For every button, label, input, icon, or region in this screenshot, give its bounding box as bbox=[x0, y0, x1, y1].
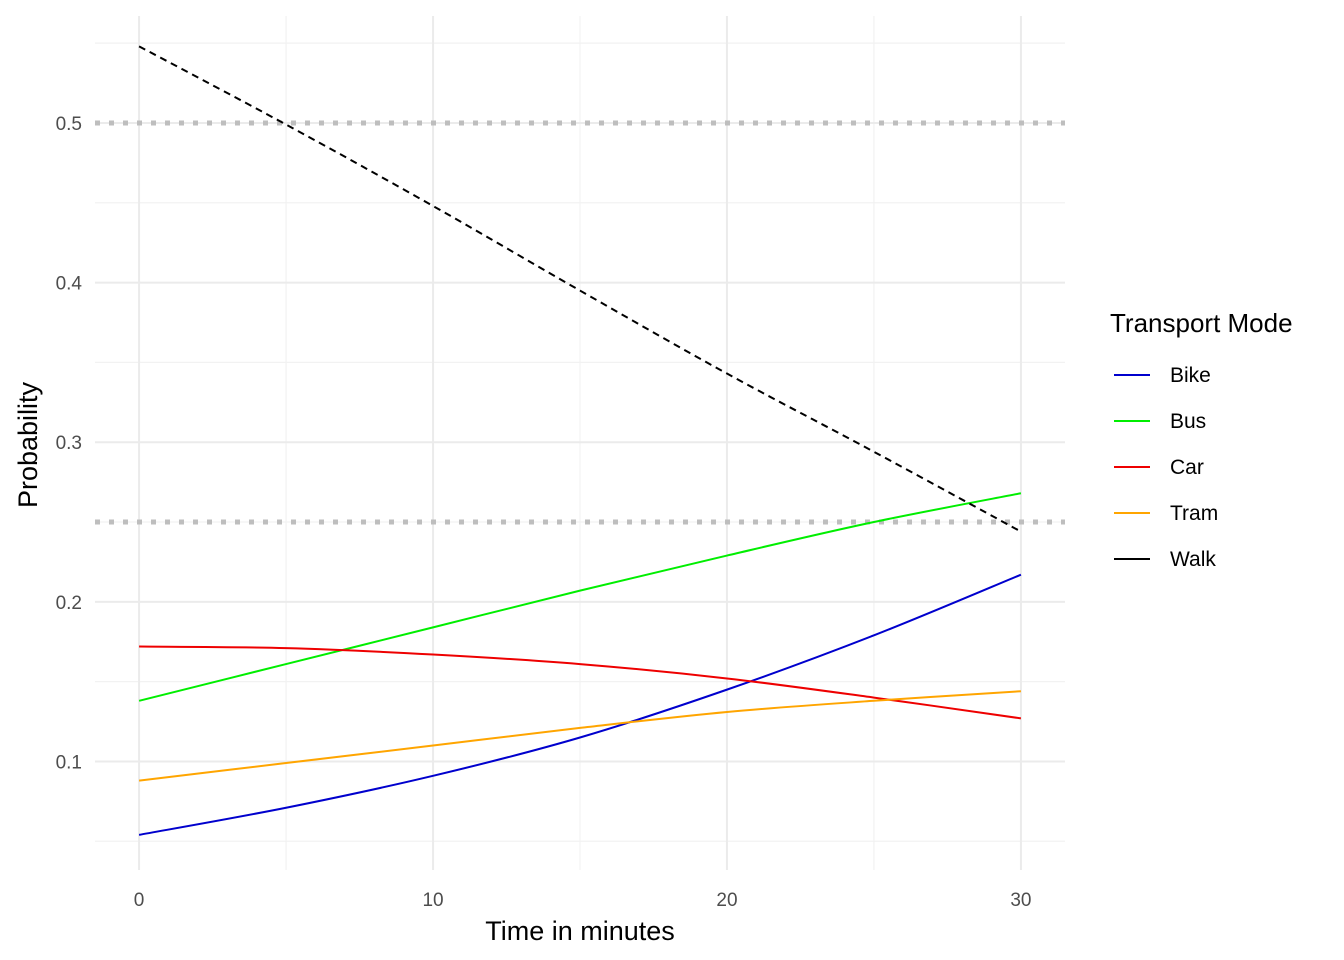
series-line-bike bbox=[138, 573, 1022, 836]
grid bbox=[95, 16, 1065, 870]
y-axis-ticks: 0.1 0.2 0.3 0.4 0.5 bbox=[56, 114, 83, 774]
y-tick-label: 0.2 bbox=[56, 593, 82, 614]
y-tick-label: 0.3 bbox=[56, 433, 82, 454]
y-tick-label: 0.5 bbox=[56, 114, 82, 135]
x-tick-label: 0 bbox=[134, 890, 145, 911]
legend-item-car: Car bbox=[1114, 456, 1204, 479]
x-tick-label: 30 bbox=[1010, 890, 1031, 911]
series-line-bus bbox=[138, 492, 1022, 702]
x-axis-ticks: 0 10 20 30 bbox=[134, 890, 1032, 911]
legend-item-bus: Bus bbox=[1114, 410, 1206, 433]
legend: Transport Mode Bike Bus Car Tram Walk bbox=[1110, 308, 1293, 571]
x-tick-label: 10 bbox=[422, 890, 443, 911]
legend-label: Walk bbox=[1170, 548, 1216, 571]
legend-item-bike: Bike bbox=[1114, 364, 1211, 387]
y-tick-label: 0.1 bbox=[56, 752, 82, 773]
legend-items: Bike Bus Car Tram Walk bbox=[1114, 364, 1218, 571]
x-tick-label: 20 bbox=[716, 890, 737, 911]
legend-label: Tram bbox=[1170, 502, 1218, 525]
series-line-car bbox=[139, 645, 1022, 720]
y-tick-label: 0.4 bbox=[56, 274, 83, 295]
series-lines bbox=[138, 45, 1022, 836]
legend-item-tram: Tram bbox=[1114, 502, 1218, 525]
legend-title: Transport Mode bbox=[1110, 308, 1293, 338]
legend-label: Bike bbox=[1170, 364, 1211, 387]
legend-label: Car bbox=[1170, 456, 1204, 479]
y-axis-title: Probability bbox=[13, 381, 43, 508]
x-axis-title: Time in minutes bbox=[485, 916, 675, 946]
series-line-tram bbox=[138, 690, 1021, 782]
legend-label: Bus bbox=[1170, 410, 1206, 433]
legend-item-walk: Walk bbox=[1114, 548, 1216, 571]
